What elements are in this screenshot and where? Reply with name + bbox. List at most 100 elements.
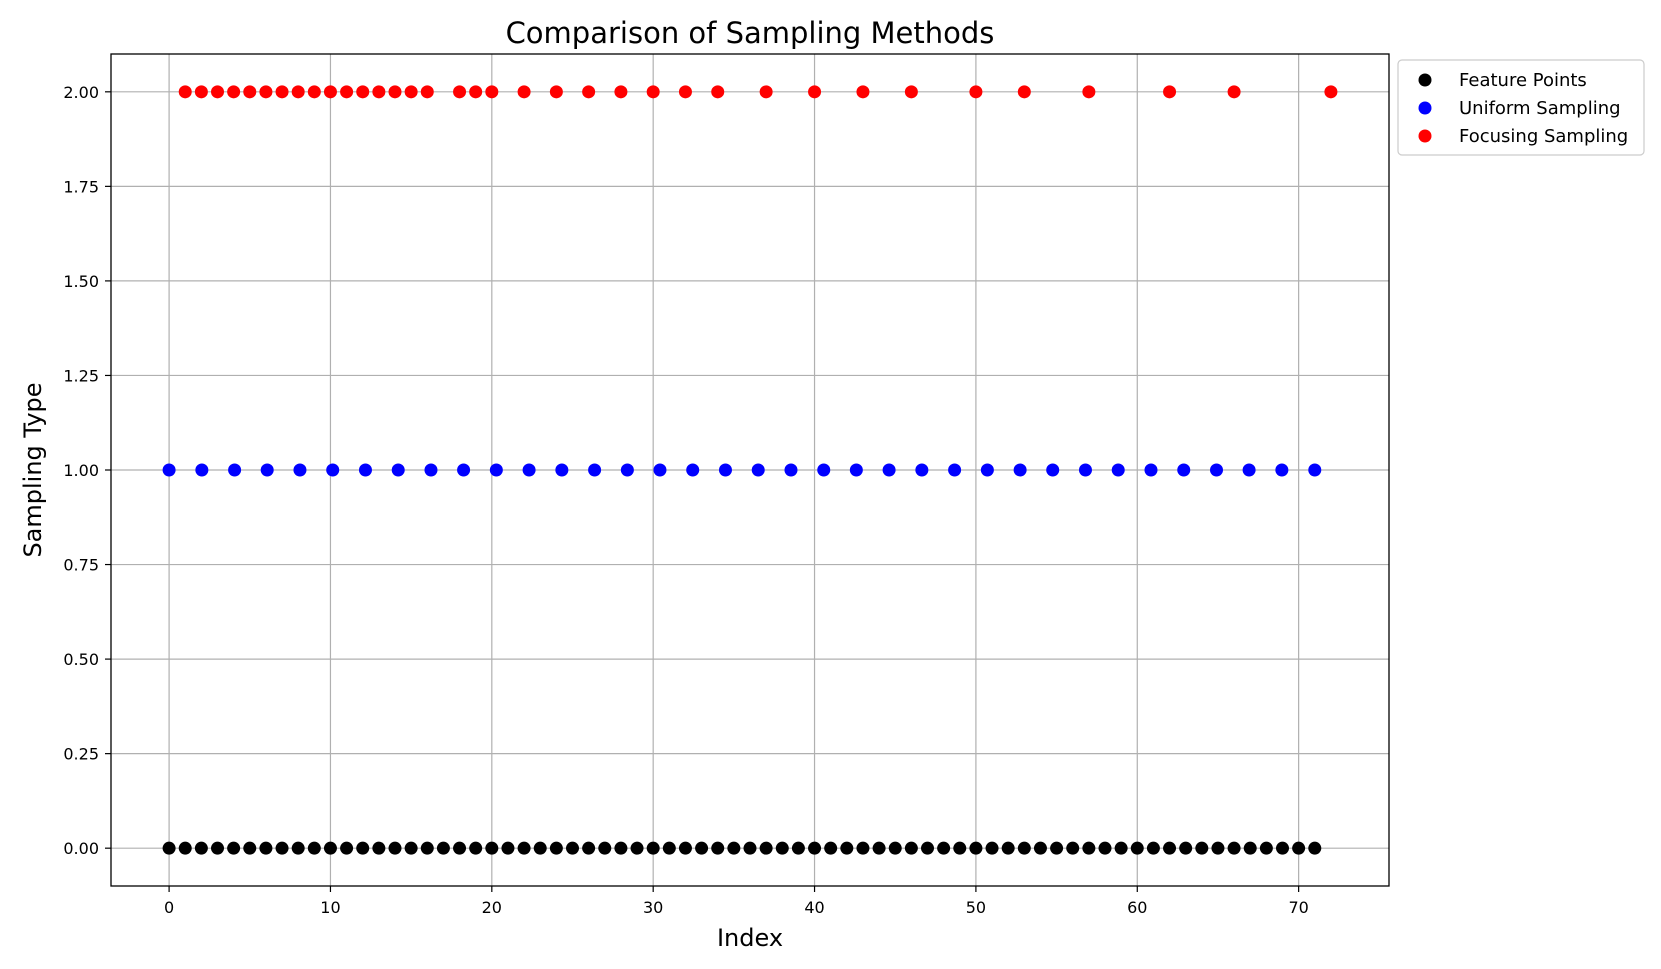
data-point: [1013, 463, 1027, 477]
legend: Feature Points Uniform Sampling Focusing S…: [1397, 59, 1645, 156]
data-point: [1144, 463, 1158, 477]
y-tick-label: 1.25: [63, 366, 99, 385]
data-point: [1098, 841, 1112, 855]
data-point: [808, 841, 822, 855]
data-point: [759, 85, 773, 99]
data-point: [1146, 841, 1160, 855]
data-point: [259, 85, 273, 99]
y-tick-label: 0.75: [63, 556, 99, 575]
data-point: [420, 841, 434, 855]
data-point: [291, 85, 305, 99]
data-point: [743, 841, 757, 855]
data-point: [614, 85, 628, 99]
data-point: [662, 841, 676, 855]
y-tick-label: 1.50: [63, 272, 99, 291]
data-point: [485, 841, 499, 855]
data-point: [1163, 85, 1177, 99]
data-point: [1066, 841, 1080, 855]
data-point: [420, 85, 434, 99]
x-tick-label: 30: [643, 898, 663, 917]
data-point: [1111, 463, 1125, 477]
data-point: [388, 85, 402, 99]
data-point: [646, 85, 660, 99]
data-point: [727, 841, 741, 855]
data-point: [228, 463, 242, 477]
data-point: [953, 841, 967, 855]
data-point: [1177, 463, 1191, 477]
data-point: [162, 841, 176, 855]
x-tick-label: 70: [1288, 898, 1308, 917]
data-point: [391, 463, 405, 477]
data-point: [646, 841, 660, 855]
data-point: [356, 85, 370, 99]
data-point: [275, 85, 289, 99]
data-point: [404, 841, 418, 855]
data-point: [340, 85, 354, 99]
data-point: [588, 463, 602, 477]
data-point: [759, 841, 773, 855]
data-point: [1308, 463, 1322, 477]
data-point: [1163, 841, 1177, 855]
legend-marker: [1418, 129, 1432, 143]
y-tick-label: 1.75: [63, 177, 99, 196]
data-point: [921, 841, 934, 855]
data-point: [969, 841, 983, 855]
data-point: [178, 841, 192, 855]
data-point: [784, 463, 798, 477]
data-point: [1211, 841, 1225, 855]
data-point: [1078, 463, 1092, 477]
data-point: [162, 463, 176, 477]
data-point: [194, 85, 208, 99]
data-point: [791, 841, 805, 855]
data-point: [178, 85, 192, 99]
x-tick-label: 60: [1127, 898, 1147, 917]
data-point: [711, 85, 725, 99]
data-point: [872, 841, 886, 855]
data-point: [915, 463, 929, 477]
data-point: [485, 85, 499, 99]
data-point: [469, 85, 483, 99]
data-point: [243, 841, 257, 855]
data-point: [372, 841, 386, 855]
legend-label: Focusing Sampling: [1459, 126, 1628, 147]
data-point: [678, 85, 692, 99]
data-point: [291, 841, 305, 855]
data-point: [1046, 463, 1060, 477]
data-point: [1308, 841, 1322, 855]
data-point: [457, 463, 471, 477]
data-point: [882, 463, 896, 477]
data-point: [1227, 841, 1241, 855]
data-point: [1195, 841, 1209, 855]
y-tick-label: 2.00: [63, 83, 99, 102]
x-tick-label: 50: [966, 898, 986, 917]
data-point: [195, 463, 209, 477]
data-point: [711, 841, 725, 855]
data-point: [211, 85, 224, 99]
data-point: [1114, 841, 1128, 855]
data-point: [293, 463, 307, 477]
data-point: [1275, 463, 1289, 477]
data-point: [1292, 841, 1306, 855]
data-point: [522, 463, 536, 477]
x-axis-title: Index: [717, 924, 783, 952]
data-point: [1243, 841, 1257, 855]
data-point: [980, 463, 994, 477]
data-point: [356, 841, 370, 855]
data-point: [549, 85, 563, 99]
data-point: [501, 841, 515, 855]
data-point: [307, 85, 321, 99]
data-point: [307, 841, 321, 855]
y-tick-label: 0.00: [63, 839, 99, 858]
data-point: [888, 841, 902, 855]
data-point: [969, 85, 983, 99]
x-tick-label: 10: [320, 898, 340, 917]
data-point: [1033, 841, 1047, 855]
series-uniform-sampling: [162, 463, 1322, 477]
data-point: [1017, 85, 1031, 99]
data-point: [517, 841, 531, 855]
data-point: [227, 841, 241, 855]
data-point: [260, 463, 274, 477]
data-point: [695, 841, 709, 855]
x-tick-label: 0: [164, 898, 174, 917]
